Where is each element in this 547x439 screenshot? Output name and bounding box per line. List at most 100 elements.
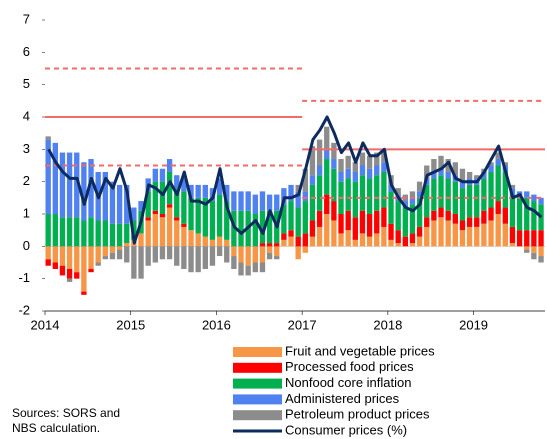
bar-segment: [152, 214, 158, 247]
bar-segment: [74, 152, 80, 218]
bar-segment: [531, 252, 537, 260]
bar-segment: [152, 168, 158, 182]
bar-segment: [345, 210, 351, 231]
bar-segment: [302, 168, 308, 192]
bar-segment: [459, 220, 466, 231]
bar-segment: [266, 210, 273, 244]
bar-segment: [231, 191, 237, 211]
y-tick-label: 4: [23, 108, 30, 123]
bar-segment: [409, 243, 416, 247]
bar-segment: [245, 265, 251, 276]
bar-segment: [509, 226, 516, 244]
bar-segment: [409, 204, 416, 234]
bar-segment: [424, 226, 430, 247]
bar-segment: [231, 256, 237, 269]
bar-segment: [431, 210, 437, 221]
bar-segment: [416, 197, 423, 227]
bar-segment: [359, 165, 366, 176]
bar-segment: [109, 223, 116, 247]
bar-segment: [366, 214, 373, 237]
bar-segment: [409, 233, 416, 244]
bar-segment: [202, 184, 208, 198]
bar-segment: [52, 262, 58, 269]
bar-segment: [188, 230, 194, 247]
bar-segment: [338, 171, 344, 182]
bar-segment: [516, 230, 523, 247]
bar-segment: [474, 184, 480, 218]
bar-segment: [95, 220, 101, 247]
bar-segment: [409, 197, 416, 205]
bar-segment: [274, 246, 280, 257]
bar-segment: [424, 217, 430, 227]
bar-segment: [295, 246, 301, 260]
bar-segment: [231, 246, 237, 257]
bar-segment: [345, 155, 351, 169]
bar-segment: [295, 207, 301, 237]
bar-segment: [166, 207, 173, 247]
bar-segment: [266, 246, 273, 253]
bar-segment: [381, 207, 387, 227]
bar-segment: [181, 246, 187, 269]
bar-segment: [438, 168, 444, 176]
bar-segment: [281, 233, 287, 240]
bar-segment: [59, 217, 66, 247]
bar-segment: [259, 243, 266, 247]
bar-segment: [216, 178, 223, 195]
bar-segment: [345, 168, 351, 179]
bar-segment: [345, 230, 351, 247]
bar-segment: [188, 184, 194, 198]
bar-segment: [166, 246, 173, 260]
y-tick-label: 7: [23, 11, 30, 26]
bar-segment: [59, 265, 66, 276]
bar-segment: [531, 246, 537, 253]
bar-segment: [331, 201, 337, 221]
y-tick-label: 5: [23, 76, 30, 91]
bar-segment: [366, 178, 373, 214]
bar-segment: [102, 256, 108, 260]
bar-segment: [252, 246, 258, 263]
bar-segment: [216, 246, 223, 257]
bar-segment: [181, 223, 187, 227]
bar-segment: [88, 246, 94, 269]
bar-segment: [488, 162, 494, 166]
bar-segment: [488, 171, 494, 208]
bar-segment: [159, 181, 166, 214]
bar-segment: [366, 236, 373, 247]
bar-segment: [52, 142, 58, 214]
x-tick-label: 2017: [288, 317, 317, 332]
bar-segment: [274, 194, 280, 211]
bar-segment: [266, 194, 273, 211]
bar-segment: [181, 226, 187, 247]
bar-segment: [495, 152, 501, 160]
bar-segment: [324, 194, 330, 214]
bar-segment: [116, 246, 123, 250]
bar-segment: [352, 171, 358, 182]
bar-segment: [381, 162, 387, 172]
bar-segment: [495, 159, 501, 166]
bar-segment: [202, 246, 208, 269]
bar-segment: [131, 207, 137, 221]
legend-swatch: [233, 362, 282, 373]
bar-segment: [495, 165, 501, 202]
bar-segment: [124, 223, 130, 244]
bar-segment: [159, 246, 166, 260]
bar-segment: [209, 239, 216, 247]
bar-segment: [316, 210, 323, 227]
bar-segment: [131, 246, 137, 279]
bar-segment: [295, 191, 301, 208]
bar-segment: [324, 214, 330, 247]
bar-segment: [102, 220, 108, 247]
bar-segment: [116, 249, 123, 260]
bar-segment: [281, 188, 287, 205]
bar-segment: [524, 246, 530, 250]
bar-segment: [374, 175, 380, 211]
legend-swatch: [233, 347, 282, 357]
bar-segment: [309, 220, 316, 237]
bar-segment: [102, 171, 108, 221]
source-note: NBS calculation.: [12, 421, 100, 435]
bar-segment: [181, 178, 187, 192]
y-tick-label: 1: [23, 205, 30, 220]
bar-segment: [359, 210, 366, 234]
bar-segment: [202, 236, 208, 247]
bar-segment: [466, 226, 473, 247]
